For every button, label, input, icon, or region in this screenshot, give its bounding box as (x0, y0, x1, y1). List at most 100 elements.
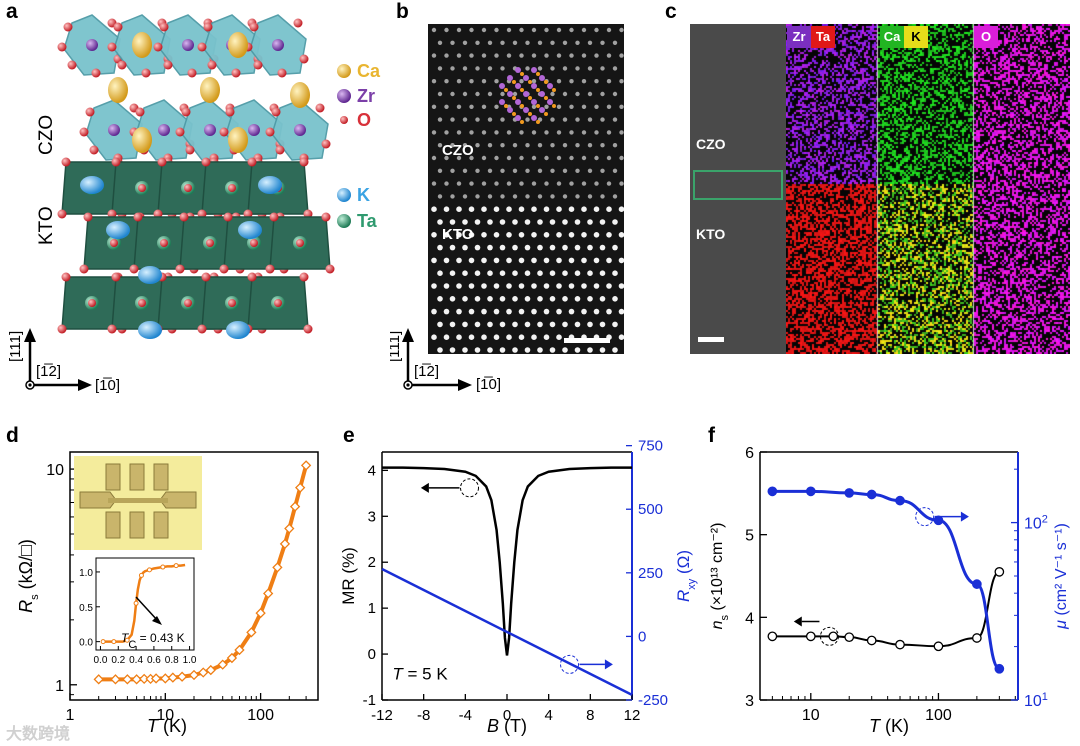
atom-column (462, 296, 468, 302)
atom-column (524, 321, 531, 328)
pad-top (129, 463, 145, 491)
atom-column (612, 296, 618, 302)
atom-column (443, 232, 450, 238)
atom-column (556, 181, 562, 186)
o-atom (107, 42, 117, 52)
panel-e-letter: e (343, 424, 355, 447)
atom-column (518, 257, 525, 264)
o-atom (201, 157, 211, 167)
atom-column (531, 232, 537, 238)
atom-column (531, 283, 537, 289)
atom-column (568, 232, 575, 238)
o-atom (271, 107, 281, 117)
o-atom (135, 107, 145, 117)
inset-x-tick-label: 0.6 (147, 655, 161, 666)
atom-column (594, 53, 599, 58)
atom-column (437, 194, 443, 199)
atom-column (525, 194, 530, 199)
atom-column (606, 27, 612, 33)
atom-column (525, 40, 530, 45)
ns-point (895, 639, 905, 650)
o-atom (299, 157, 309, 167)
o-atom (110, 239, 118, 247)
atom-column (550, 40, 555, 45)
atom-column (469, 53, 474, 58)
overlay-ca (544, 96, 548, 100)
atom-column (619, 79, 624, 84)
atom-column (475, 40, 480, 45)
atom-column (474, 270, 481, 276)
o-atom (299, 272, 309, 282)
mu-indicator-head (960, 511, 969, 522)
o-atom (181, 107, 191, 117)
rs-point (110, 674, 121, 685)
atom-column (462, 347, 468, 353)
atom-column (512, 143, 518, 148)
x-tick-label: 1 (66, 707, 75, 724)
atom-column (606, 155, 612, 161)
legend-k-swatch (337, 188, 351, 202)
atom-column (506, 130, 512, 135)
atom-column (475, 117, 480, 122)
x-axis-label: T (K) (869, 716, 909, 736)
atom-column (612, 40, 618, 45)
atom-column (450, 91, 455, 97)
k-atom (138, 266, 162, 284)
atom-column (594, 155, 599, 161)
atom-column (500, 194, 505, 199)
atom-column (562, 194, 568, 199)
atom-column (544, 104, 549, 110)
atom-column (575, 40, 580, 45)
atom-column (587, 194, 593, 199)
inset-point (146, 567, 152, 573)
atom-column (612, 244, 618, 251)
inset-point (111, 639, 117, 645)
mu-point (895, 495, 905, 506)
atom-column (431, 232, 437, 238)
atom-column (569, 155, 574, 161)
panel-d-letter: d (6, 424, 19, 447)
atom-column (544, 130, 549, 135)
overlay-ca (512, 96, 516, 100)
panel-a-axis-112: [1̅2] (36, 363, 61, 380)
tc-annotation: TC = 0.43 K (121, 631, 185, 651)
atom-column (562, 270, 568, 276)
rs-point (176, 671, 188, 682)
x-tick-label: 10 (156, 707, 174, 724)
atom-column (506, 181, 512, 186)
atom-column (550, 194, 555, 199)
y-left-tick-label: -1 (363, 692, 376, 709)
overlay-zr (515, 99, 521, 105)
atom-column (581, 79, 587, 84)
atom-column (487, 91, 493, 97)
atom-column (562, 117, 568, 122)
atom-column (475, 143, 480, 148)
o-atom (269, 212, 279, 222)
atom-column (450, 40, 455, 45)
o-atom (179, 212, 189, 222)
panel-c-label-kto: KTO (696, 226, 726, 242)
atom-column (494, 155, 499, 161)
atom-column (469, 155, 474, 161)
atom-column (524, 347, 531, 353)
atom-column (569, 130, 574, 135)
y-left-tick-label: 4 (368, 462, 376, 479)
o-atom (160, 239, 168, 247)
atom-column (494, 79, 499, 84)
atom-column (562, 66, 568, 71)
inset-point (173, 563, 179, 569)
atom-column (506, 206, 512, 212)
legend-ca-label: Ca (357, 61, 381, 81)
pad-bottom (153, 511, 169, 539)
atom-column (512, 219, 518, 225)
atom-column (569, 53, 574, 58)
atom-column (512, 270, 518, 276)
panel-a-axis-110: [1̅0] (95, 377, 120, 394)
rs-point (167, 672, 179, 683)
atom-column (431, 53, 437, 58)
atom-column (600, 143, 605, 148)
y-left-tick-label: 6 (745, 445, 754, 462)
overlay-zr (539, 75, 545, 81)
atom-column (481, 104, 487, 110)
atom-column (468, 283, 475, 289)
